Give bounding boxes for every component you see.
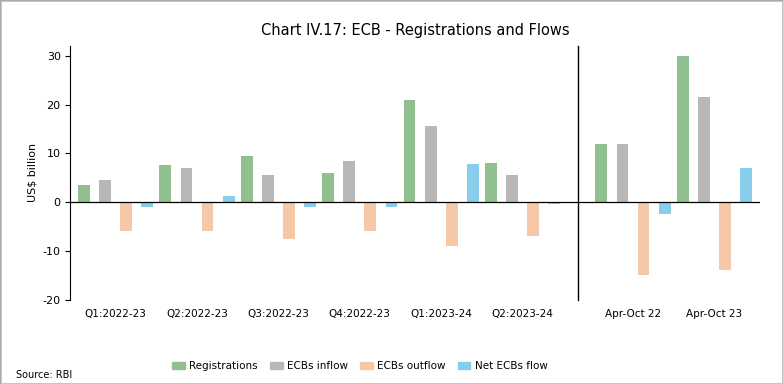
Text: Source: RBI: Source: RBI [16, 370, 72, 380]
Bar [616, 144, 628, 202]
Bar [548, 202, 560, 204]
Bar [740, 168, 752, 202]
Bar [386, 202, 398, 207]
Y-axis label: US$ billion: US$ billion [27, 143, 37, 202]
Bar [659, 202, 670, 214]
Legend: Registrations, ECBs inflow, ECBs outflow, Net ECBs flow: Registrations, ECBs inflow, ECBs outflow… [168, 357, 551, 376]
Bar [344, 161, 355, 202]
Bar [467, 164, 478, 202]
Bar [202, 202, 214, 231]
Bar [142, 202, 153, 207]
Bar [181, 168, 193, 202]
Bar [262, 175, 274, 202]
Bar [698, 97, 709, 202]
Bar [595, 144, 607, 202]
Bar [223, 196, 235, 202]
Bar [446, 202, 457, 246]
Bar [527, 202, 539, 236]
Bar [121, 202, 132, 231]
Bar [677, 56, 688, 202]
Bar [424, 126, 436, 202]
Bar [404, 100, 415, 202]
Bar [283, 202, 295, 238]
Bar [365, 202, 377, 231]
Bar [719, 202, 731, 270]
Bar [305, 202, 316, 207]
Bar [78, 185, 90, 202]
Title: Chart IV.17: ECB - Registrations and Flows: Chart IV.17: ECB - Registrations and Flo… [261, 23, 569, 38]
Bar [506, 175, 518, 202]
Bar [99, 180, 111, 202]
Bar [485, 163, 496, 202]
Bar [637, 202, 649, 275]
Bar [160, 166, 171, 202]
Bar [241, 156, 253, 202]
Bar [323, 173, 334, 202]
